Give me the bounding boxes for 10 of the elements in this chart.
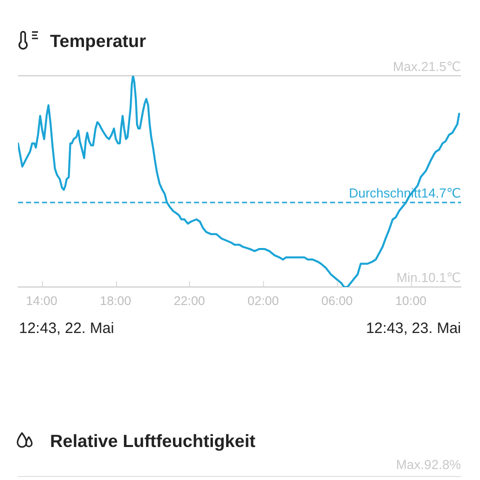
text: 12:43, 22. Mai [19, 320, 114, 338]
x-tick-label: 10:00 [395, 294, 427, 308]
x-tick-label: 06:00 [321, 294, 353, 308]
chart-title: Temperatur [50, 31, 146, 51]
text: Relative Luftfeuchtigkeit [50, 431, 256, 451]
x-tick-label: 22:00 [174, 294, 206, 308]
x-tick-label: 18:00 [100, 294, 132, 308]
x-tick-label: 14:00 [26, 294, 58, 308]
x-tick-label: 02:00 [248, 294, 279, 308]
text: 12:43, 23. Mai [366, 320, 461, 338]
